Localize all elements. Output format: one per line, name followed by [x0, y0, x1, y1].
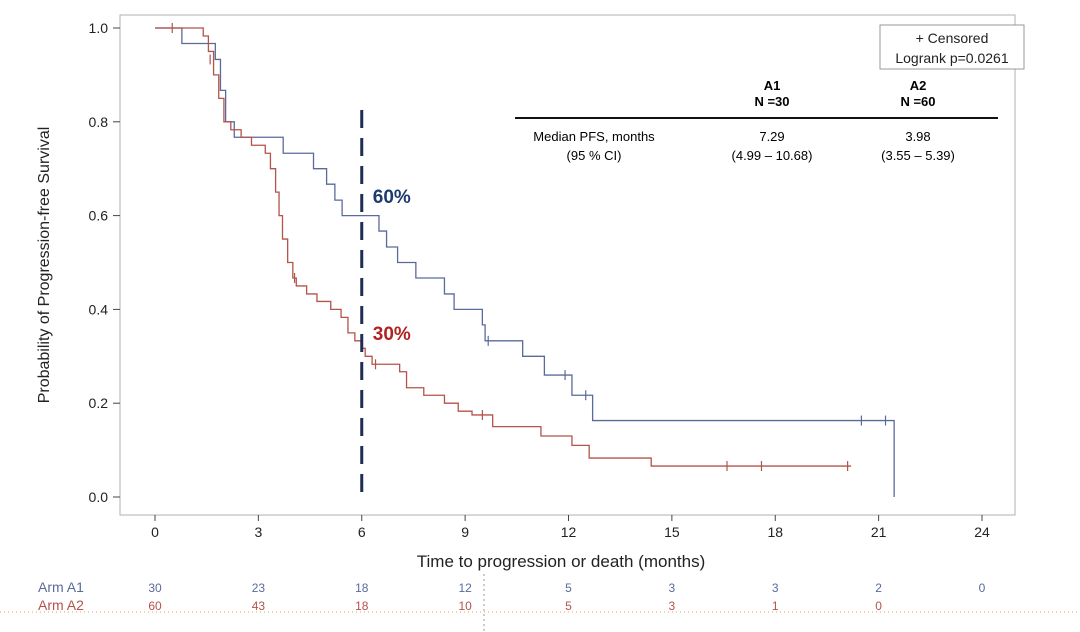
y-tick-label: 0.4 — [89, 301, 109, 317]
km-curve-a2 — [155, 27, 852, 467]
y-tick-label: 0.8 — [89, 114, 109, 130]
x-tick-label: 18 — [767, 524, 783, 540]
legend-censored: + Censored — [916, 30, 989, 46]
ci-a2: (3.55 – 5.39) — [881, 148, 955, 163]
at-risk-count: 60 — [148, 599, 162, 613]
at-risk-count: 18 — [355, 599, 369, 613]
x-tick-label: 6 — [358, 524, 366, 540]
ci-a1: (4.99 – 10.68) — [732, 148, 813, 163]
at-risk-count: 18 — [355, 581, 369, 595]
summary-table: A1 N =30 A2 N =60 Median PFS, months (95… — [515, 78, 998, 163]
x-tick-label: 24 — [974, 524, 990, 540]
annotation-30pct: 30% — [373, 324, 411, 345]
y-tick-label: 0.0 — [89, 489, 109, 505]
legend-box: + Censored Logrank p=0.0261 — [879, 24, 1025, 70]
at-risk-count: 5 — [565, 581, 572, 595]
x-tick-label: 12 — [561, 524, 577, 540]
table-n-a2: N =60 — [900, 94, 935, 109]
at-risk-count: 3 — [669, 599, 676, 613]
y-axis-label: Probability of Progression-free Survival — [36, 127, 53, 404]
x-tick-label: 15 — [664, 524, 680, 540]
x-tick-label: 0 — [151, 524, 159, 540]
y-tick-label: 0.6 — [89, 208, 109, 224]
at-risk-count: 3 — [772, 581, 779, 595]
x-tick-label: 9 — [461, 524, 469, 540]
median-a2: 3.98 — [905, 129, 930, 144]
y-tick-label: 0.2 — [89, 395, 109, 411]
table-row-sublabel: (95 % CI) — [567, 148, 622, 163]
at-risk-count: 3 — [669, 581, 676, 595]
at-risk-label-1: Arm A2 — [38, 597, 84, 613]
table-header-a1: A1 — [764, 78, 781, 93]
at-risk-count: 1 — [772, 599, 779, 613]
table-header-a2: A2 — [910, 78, 927, 93]
at-risk-count: 12 — [458, 581, 472, 595]
x-axis-label: Time to progression or death (months) — [417, 552, 706, 571]
table-n-a1: N =30 — [754, 94, 789, 109]
median-a1: 7.29 — [759, 129, 784, 144]
km-curve-a1 — [155, 27, 895, 497]
at-risk-count: 2 — [875, 581, 882, 595]
at-risk-count: 23 — [252, 581, 266, 595]
at-risk-count: 30 — [148, 581, 162, 595]
at-risk-count: 10 — [458, 599, 472, 613]
at-risk-count: 5 — [565, 599, 572, 613]
at-risk-label-0: Arm A1 — [38, 579, 84, 595]
y-tick-label: 1.0 — [89, 20, 109, 36]
table-row-label: Median PFS, months — [533, 129, 655, 144]
x-tick-label: 21 — [871, 524, 887, 540]
legend-logrank: Logrank p=0.0261 — [895, 50, 1008, 66]
at-risk-count: 0 — [875, 599, 882, 613]
annotation-60pct: 60% — [373, 187, 411, 208]
at-risk-count: 0 — [979, 581, 986, 595]
x-tick-label: 3 — [254, 524, 262, 540]
plot-frame — [119, 14, 1016, 516]
at-risk-count: 43 — [252, 599, 266, 613]
